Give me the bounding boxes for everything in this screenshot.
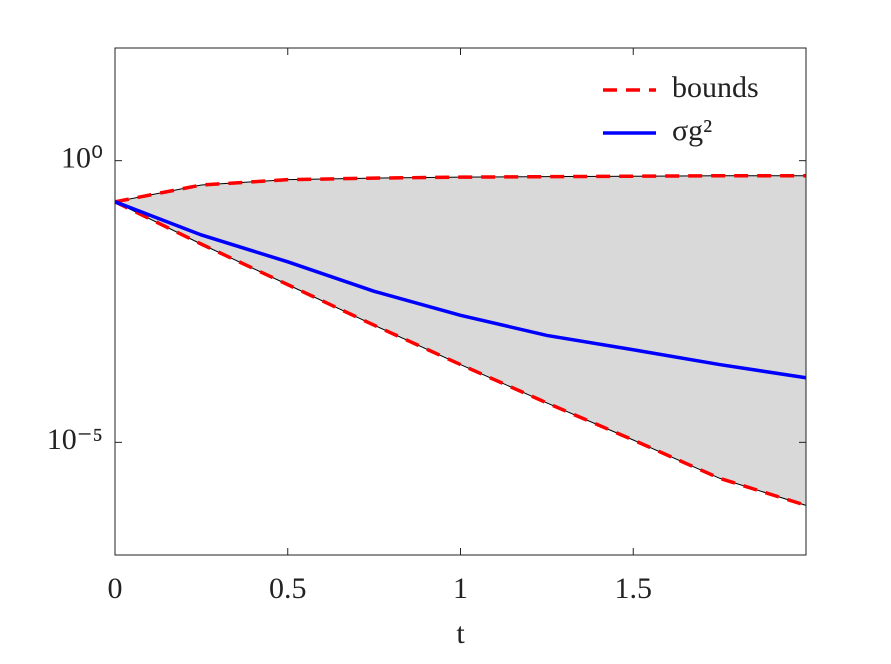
y-tick-label: 10⁻⁵ xyxy=(47,423,103,456)
x-tick-label: 0 xyxy=(108,572,123,605)
legend-label: bounds xyxy=(672,71,759,104)
upper-bound-line xyxy=(114,173,806,204)
y-tick-label: 10⁰ xyxy=(61,142,103,175)
x-tick-label: 1.5 xyxy=(615,572,653,605)
lower-bound-line xyxy=(114,200,807,508)
legend-label: σg² xyxy=(672,114,712,147)
series-line xyxy=(114,200,807,380)
x-axis-label: t xyxy=(456,617,465,650)
x-tick-label: 0.5 xyxy=(269,572,307,605)
x-tick-label: 1 xyxy=(453,572,468,605)
band-area xyxy=(115,175,806,506)
